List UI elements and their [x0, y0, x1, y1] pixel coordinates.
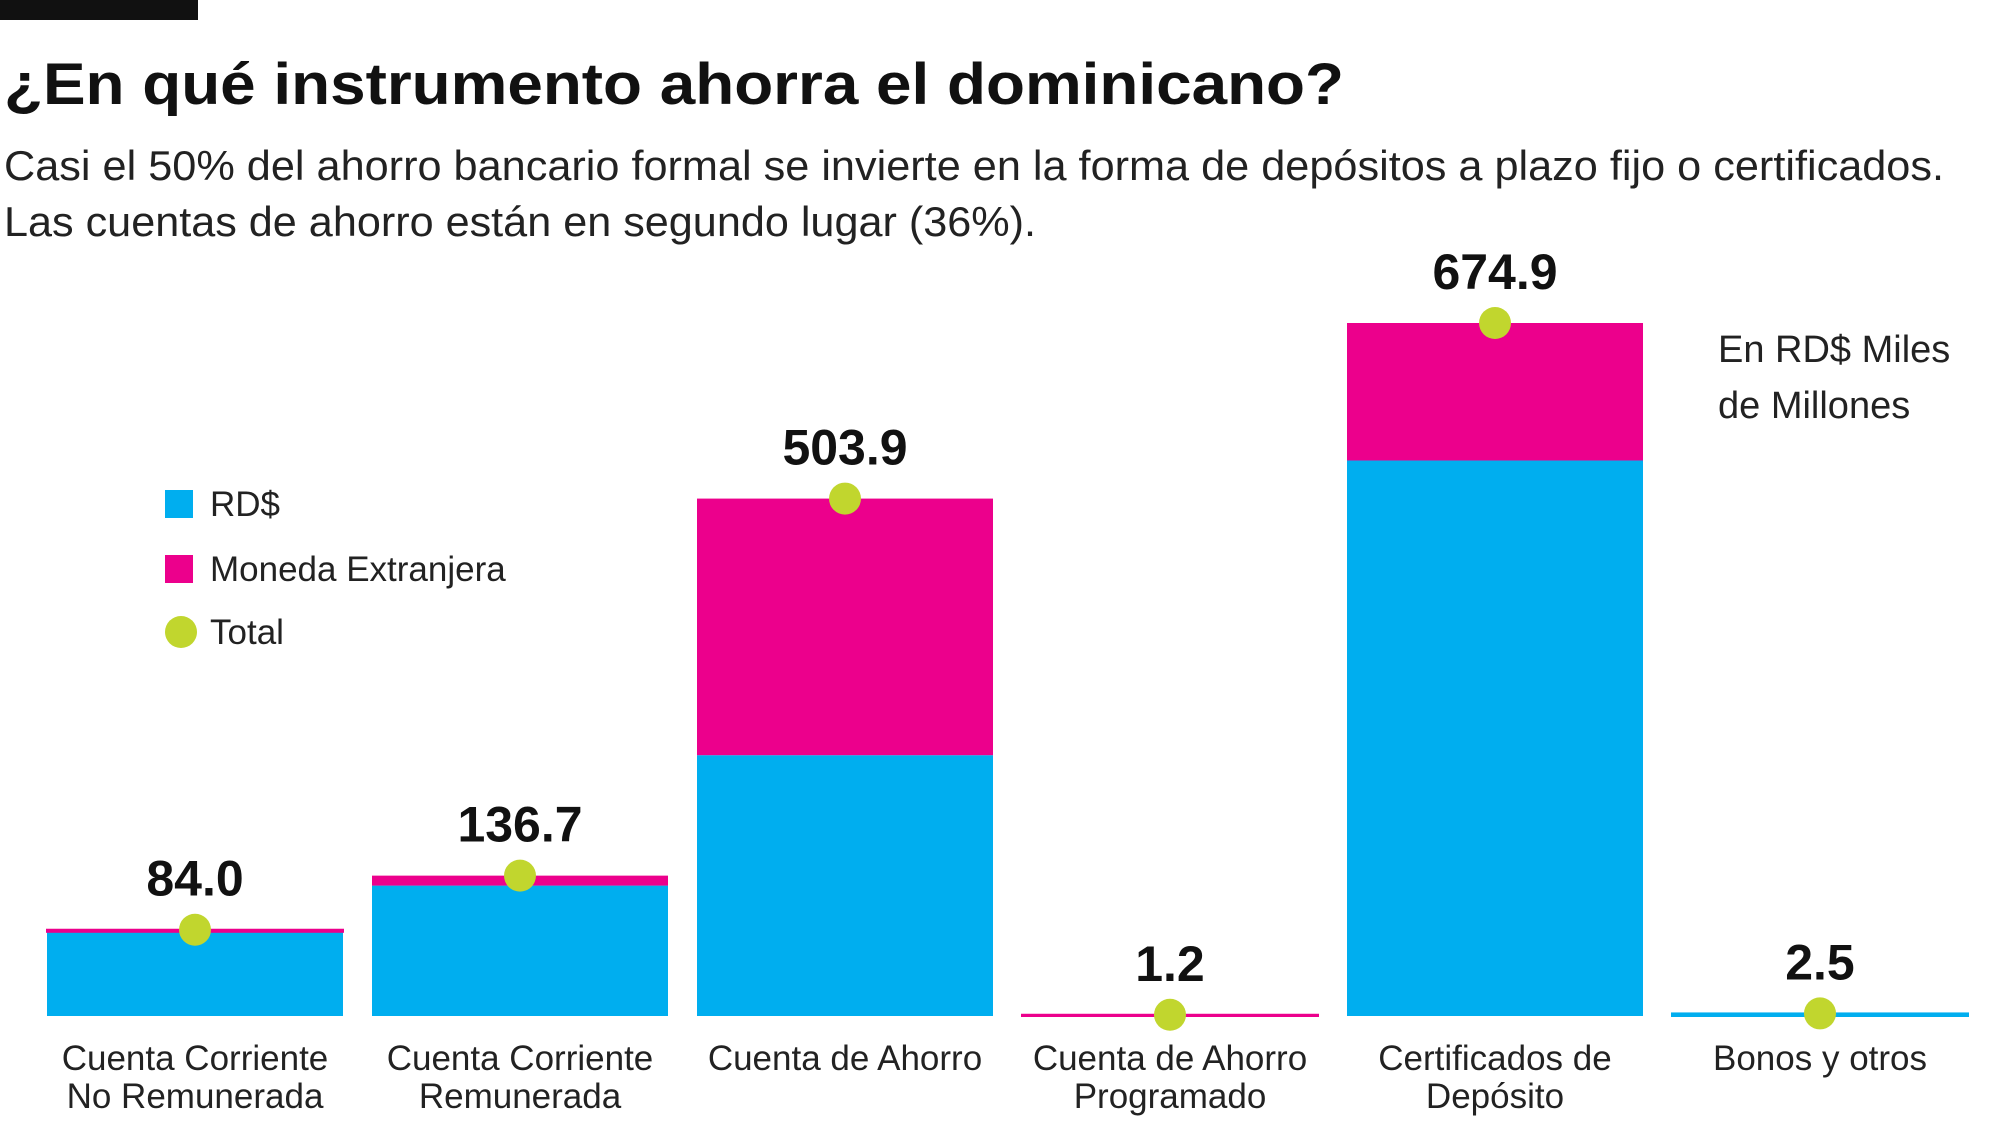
total-label: 674.9 [1432, 244, 1557, 300]
total-dot [504, 859, 536, 892]
x-tick-label: Depósito [1426, 1077, 1564, 1116]
total-dot [829, 482, 861, 515]
unit-note: En RD$ Miles [1718, 329, 1950, 371]
legend-label: RD$ [210, 485, 280, 524]
chart-title: ¿En qué instrumento ahorra el dominicano… [4, 52, 1344, 117]
total-label: 503.9 [782, 420, 907, 476]
bar-segment [47, 931, 343, 1016]
legend-marker [165, 616, 197, 648]
x-tick-label: Remunerada [419, 1077, 622, 1116]
bar-segment [1347, 460, 1643, 1016]
total-label: 84.0 [146, 851, 243, 907]
unit-note: de Millones [1718, 385, 1910, 427]
bar-segment [1347, 323, 1643, 461]
header-rule [0, 0, 198, 20]
legend-label: Moneda Extranjera [210, 550, 506, 589]
bar-segment [697, 498, 993, 756]
bar-segment [697, 755, 993, 1016]
legend-marker [165, 555, 193, 583]
total-dot [1154, 998, 1186, 1031]
bar-segment [372, 885, 668, 1016]
x-tick-label: Programado [1074, 1077, 1267, 1116]
legend-label: Total [210, 613, 284, 652]
legend-marker [165, 490, 193, 518]
x-tick-label: Bonos y otros [1713, 1039, 1927, 1078]
subtitle: Las cuentas de ahorro están en segundo l… [4, 198, 1036, 245]
x-tick-label: Certificados de [1378, 1039, 1611, 1078]
total-label: 1.2 [1135, 936, 1205, 992]
total-label: 2.5 [1785, 934, 1855, 990]
total-dot [1804, 997, 1836, 1030]
x-tick-label: Cuenta Corriente [387, 1039, 654, 1078]
x-tick-label: Cuenta de Ahorro [708, 1039, 982, 1078]
total-dot [179, 913, 211, 946]
total-dot [1479, 307, 1511, 339]
subtitle: Casi el 50% del ahorro bancario formal s… [4, 142, 1944, 189]
x-tick-label: No Remunerada [67, 1077, 324, 1116]
x-tick-label: Cuenta Corriente [62, 1039, 329, 1078]
total-label: 136.7 [457, 797, 582, 853]
x-tick-label: Cuenta de Ahorro [1033, 1039, 1307, 1078]
